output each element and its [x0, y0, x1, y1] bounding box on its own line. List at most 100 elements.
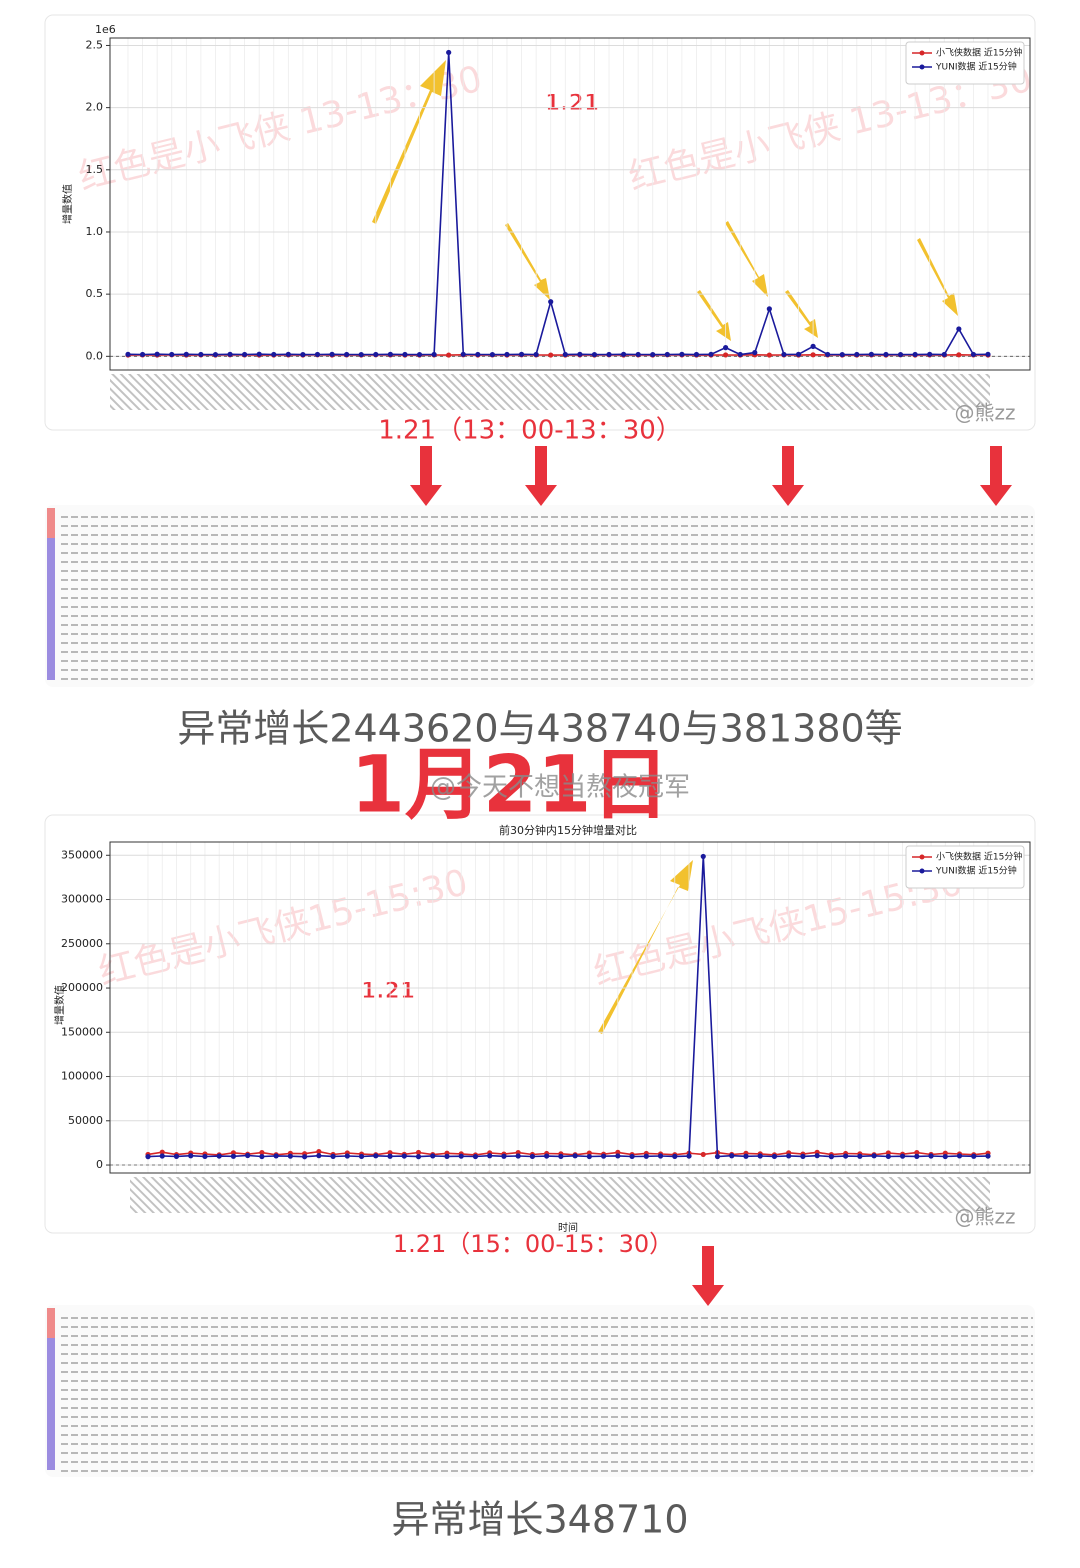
data-point [723, 345, 729, 351]
data-point [810, 343, 816, 349]
data-point [271, 351, 277, 358]
data-point [402, 351, 408, 358]
data-point [771, 1153, 778, 1160]
period-caption: 1.21（15：00-15：30） [393, 1230, 673, 1258]
data-point [183, 351, 189, 357]
data-point [548, 299, 554, 305]
data-point [714, 1153, 721, 1160]
data-point [971, 1153, 977, 1159]
chart-title: 前30分钟内15分钟增量对比 [499, 823, 637, 837]
legend-label: 小飞侠数据 近15分钟 [936, 47, 1022, 59]
data-point [489, 351, 496, 358]
data-point [914, 1153, 920, 1159]
data-point [620, 351, 627, 357]
legend-label: YUNI数据 近15分钟 [935, 865, 1017, 877]
data-point [173, 1153, 180, 1159]
y-tick-label: 0.0 [86, 349, 104, 362]
data-point [159, 1153, 165, 1159]
data-point [227, 351, 233, 357]
chart-frame [44, 14, 1036, 431]
weibo-watermark: @熊zz [955, 1205, 1016, 1229]
data-point [415, 1149, 422, 1156]
data-point [562, 351, 568, 358]
data-point [810, 352, 816, 358]
y-tick-label: 250000 [61, 937, 103, 950]
data-point [708, 351, 714, 357]
data-point [650, 351, 656, 358]
legend-marker [919, 50, 925, 56]
data-point [431, 351, 437, 358]
data-point [743, 1153, 749, 1159]
data-point [956, 326, 962, 332]
data-point [242, 351, 248, 358]
data-point [700, 1151, 706, 1158]
data-point [854, 351, 860, 358]
data-point [729, 1153, 735, 1159]
data-point [302, 1154, 308, 1160]
pointer-arrows [410, 446, 1012, 1306]
data-point [600, 1153, 607, 1159]
y-axis-label: 增量数值 [53, 985, 66, 1025]
y-tick-label: 1.5 [86, 163, 104, 176]
y-tick-label: 2.5 [86, 38, 104, 51]
data-point [643, 1153, 649, 1159]
data-point [615, 1153, 621, 1159]
data-point [843, 1153, 849, 1159]
data-point [316, 1153, 322, 1159]
data-point [927, 351, 933, 357]
data-point [795, 351, 802, 357]
annotation: 1.21 [361, 979, 415, 1004]
chart-frame [44, 814, 1036, 1234]
data-point [752, 349, 758, 356]
data-point [839, 351, 845, 358]
data-point [300, 351, 306, 358]
data-point [871, 1153, 877, 1159]
table-cells [58, 1310, 1033, 1472]
data-point [504, 351, 510, 358]
y-tick-label: 1.0 [86, 225, 104, 238]
offset-label: 1e6 [95, 23, 116, 36]
data-point [700, 853, 706, 860]
data-point [572, 1153, 578, 1159]
data-point [387, 351, 393, 357]
x-tick-labels [130, 1177, 990, 1213]
data-point [883, 351, 889, 358]
data-point [212, 351, 219, 358]
data-point [159, 1149, 165, 1155]
data-point [672, 1153, 678, 1159]
data-point [344, 351, 350, 358]
data-point [970, 351, 977, 358]
data-point [329, 351, 335, 357]
data-point [373, 1153, 379, 1159]
data-point [899, 1153, 906, 1159]
data-point [259, 1150, 265, 1156]
plot-frame [109, 37, 1031, 371]
data-point [145, 1154, 151, 1160]
data-point [664, 351, 670, 358]
data-point [533, 351, 539, 358]
data-point [828, 1154, 834, 1160]
data-point [914, 1149, 920, 1156]
data-point [868, 351, 874, 357]
data-point [558, 1153, 564, 1159]
data-point [387, 1153, 393, 1159]
y-tick-label: 2.0 [86, 101, 104, 114]
y-tick-label: 100000 [61, 1070, 103, 1083]
summary: 异常增长2443620与438740与381380等 [177, 707, 902, 751]
data-point [415, 1154, 422, 1160]
y-axis-label: 增量数值 [61, 184, 74, 224]
data-point [825, 351, 831, 358]
data-point [458, 1153, 464, 1159]
weibo-watermark: @今天不想当熬夜冠军 [430, 773, 690, 803]
legend-box [905, 41, 1025, 85]
data-point [401, 1153, 407, 1159]
legend-marker [919, 64, 925, 70]
data-point [358, 351, 364, 358]
data-point [766, 352, 772, 358]
data-point [814, 1153, 820, 1159]
legend-label: YUNI数据 近15分钟 [935, 61, 1017, 73]
data-point [586, 1153, 592, 1160]
data-point [154, 351, 160, 357]
data-point [897, 351, 904, 358]
